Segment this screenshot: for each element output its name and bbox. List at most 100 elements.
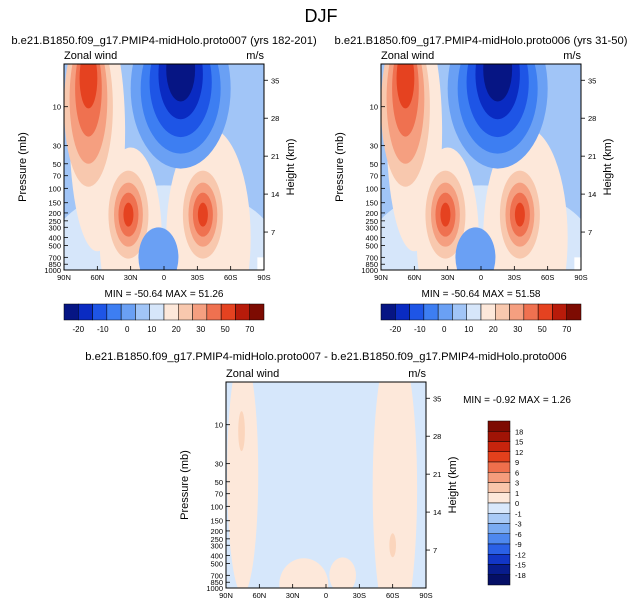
diff-positive-contour: [238, 411, 245, 452]
x-tick-label: 90N: [57, 273, 71, 282]
colorbar-label: 10: [147, 325, 156, 334]
panel-1-right-label: m/s: [246, 50, 264, 62]
y-tick-label: 700: [365, 253, 378, 262]
colorbar-label: -1: [515, 509, 522, 518]
y-tick-label: 200: [48, 209, 61, 218]
panel-3-contours: [226, 382, 426, 588]
colorbar-swatch: [487, 431, 511, 442]
y-tick-label: 50: [53, 160, 61, 169]
y-tick-label: 1000: [44, 266, 61, 275]
colorbar-swatch: [487, 492, 511, 504]
colorbar-swatch: [206, 303, 222, 321]
y-axis-label: Pressure (mb): [17, 132, 29, 202]
colorbar-swatch: [537, 303, 553, 321]
colorbar-label: -10: [97, 325, 109, 334]
y-tick-label: 30: [370, 142, 378, 151]
y-tick-label: 1000: [361, 266, 378, 275]
y-tick-label: 150: [48, 199, 61, 208]
y-tick-label: 850: [48, 260, 61, 269]
panel-3-left-label: Zonal wind: [226, 368, 279, 380]
diff-positive-contour: [279, 558, 329, 588]
y-right-axis-label: Height (km): [447, 457, 459, 514]
y-right-axis-label: Height (km): [602, 139, 614, 196]
colorbar-swatch: [380, 303, 396, 321]
y-tick-label: 50: [215, 478, 223, 487]
x-tick-label: 60N: [252, 591, 266, 600]
x-tick-label: 90S: [574, 273, 587, 282]
jet-contour: [514, 202, 525, 227]
panel-2-right-axis: 35 28 21 14 7 Height (km): [581, 76, 614, 237]
panel-1-right-axis: 35 28 21 14 7 Height (km): [264, 76, 297, 237]
panel-3-x-axis: 90N 60N 30N 0 30S 60S 90S: [219, 584, 433, 600]
x-tick-label: 60S: [386, 591, 399, 600]
y-right-tick-label: 28: [271, 114, 279, 123]
colorbar-swatch: [487, 502, 511, 514]
colorbar-swatch: [487, 420, 511, 432]
panel-1-title: b.e21.B1850.f09_g17.PMIP4-midHolo.proto0…: [11, 35, 317, 47]
x-tick-label: 60S: [541, 273, 554, 282]
jet-contour: [197, 202, 208, 227]
polar-jet-contour: [79, 64, 98, 109]
panel-2: b.e21.B1850.f09_g17.PMIP4-midHolo.proto0…: [334, 35, 628, 334]
colorbar-swatch: [249, 303, 265, 321]
y-right-tick-label: 21: [433, 470, 441, 479]
colorbar-label: -10: [414, 325, 426, 334]
colorbar-label: 0: [125, 325, 130, 334]
colorbar-swatch: [487, 441, 511, 452]
diff-positive-contour: [227, 382, 259, 588]
y-tick-label: 250: [48, 217, 61, 226]
y-tick-label: 300: [210, 541, 223, 550]
y-right-tick-label: 7: [588, 228, 592, 237]
colorbar-swatch: [487, 564, 511, 575]
contour-band: [455, 227, 496, 270]
panel-3-title: b.e21.B1850.f09_g17.PMIP4-midHolo.proto0…: [85, 351, 566, 363]
y-tick-label: 30: [215, 460, 223, 469]
y-tick-label: 400: [365, 234, 378, 243]
x-tick-label: 60S: [224, 273, 237, 282]
jet-contour: [123, 202, 134, 227]
colorbar-label: 30: [513, 325, 522, 334]
y-tick-label: 300: [48, 223, 61, 232]
y-right-tick-label: 14: [271, 190, 279, 199]
easterly-contour: [483, 64, 513, 102]
y-tick-label: 100: [210, 502, 223, 511]
y-tick-label: 850: [210, 578, 223, 587]
y-tick-label: 850: [365, 260, 378, 269]
colorbar-swatch: [509, 303, 525, 321]
easterly-contour: [166, 64, 196, 102]
colorbar-label: 9: [515, 458, 519, 467]
y-tick-label: 700: [48, 253, 61, 262]
x-tick-label: 0: [479, 273, 483, 282]
x-tick-label: 90S: [419, 591, 432, 600]
y-right-tick-label: 21: [271, 152, 279, 161]
panel-2-contours: [381, 64, 581, 270]
colorbar-swatch: [220, 303, 236, 321]
y-tick-label: 100: [365, 184, 378, 193]
colorbar-label: -9: [515, 540, 522, 549]
colorbar-swatch: [495, 303, 510, 321]
colorbar-label: 6: [515, 468, 519, 477]
colorbar-label: 50: [221, 325, 230, 334]
colorbar-swatch: [487, 533, 511, 545]
panel-1-colorbar: -20 -10 0 10 20 30 50 70: [63, 303, 265, 334]
y-tick-label: 30: [53, 142, 61, 151]
colorbar-label: -18: [515, 571, 526, 580]
colorbar-swatch: [149, 303, 165, 321]
x-tick-label: 90N: [219, 591, 233, 600]
panel-3: b.e21.B1850.f09_g17.PMIP4-midHolo.proto0…: [85, 351, 571, 600]
y-tick-label: 150: [210, 517, 223, 526]
colorbar-label: 30: [196, 325, 205, 334]
colorbar-swatch: [63, 303, 79, 321]
panel-1-contours: [64, 64, 264, 270]
panel-2-title: b.e21.B1850.f09_g17.PMIP4-midHolo.proto0…: [335, 35, 628, 47]
colorbar-swatch: [423, 303, 439, 321]
colorbar-swatch: [523, 303, 539, 321]
colorbar-swatch: [487, 543, 511, 555]
y-axis-label: Pressure (mb): [334, 132, 346, 202]
y-tick-label: 300: [365, 223, 378, 232]
colorbar-label: -20: [390, 325, 402, 334]
colorbar-swatch: [480, 303, 496, 321]
y-tick-label: 70: [53, 172, 61, 181]
y-right-axis-label: Height (km): [285, 139, 297, 196]
